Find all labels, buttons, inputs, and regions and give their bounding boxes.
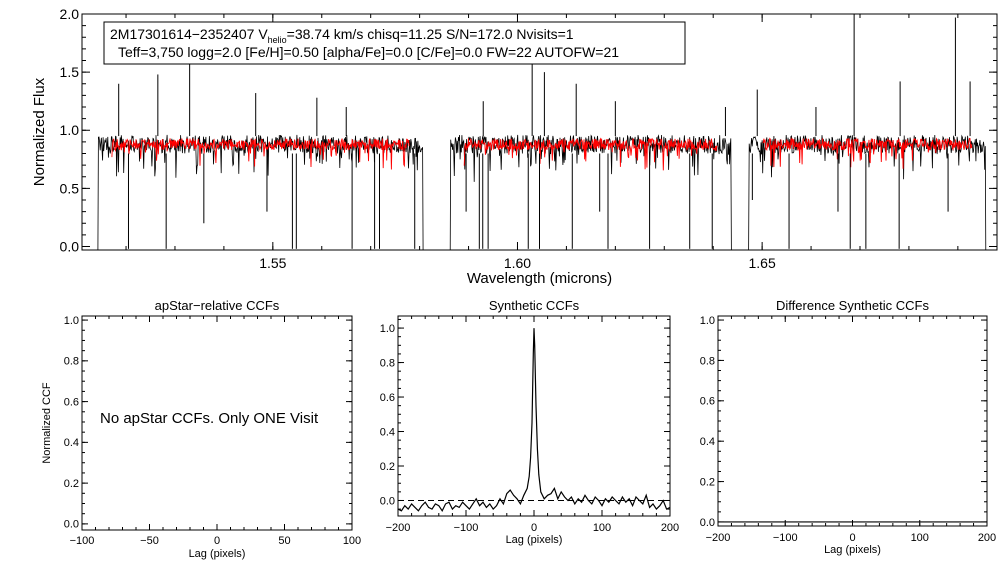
difference-frame — [717, 315, 988, 527]
annotation-vhelio-subscript: helio — [268, 35, 287, 45]
apstar-ytick-label: 1.0 — [64, 315, 79, 327]
synthetic-ccf-line — [397, 328, 671, 512]
annotation-line-1: 2M17301614−2352407 Vhelio=38.74 km/s chi… — [110, 26, 574, 45]
synthetic-xtick-label: 200 — [661, 522, 679, 534]
difference-xlabel: Lag (pixels) — [824, 544, 881, 556]
synthetic-ytick-label: 0.8 — [380, 357, 395, 369]
annotation-star-id: 2M17301614−2352407 — [110, 26, 258, 42]
difference-xtick-label: −100 — [773, 532, 798, 544]
apstar-ytick-label: 0.4 — [64, 437, 79, 449]
synthetic-ytick-label: 0.4 — [380, 426, 395, 438]
spectrum-observed-line — [97, 134, 424, 250]
spectrum-xtick-label: 1.55 — [259, 255, 286, 271]
synthetic-title: Synthetic CCFs — [489, 298, 580, 313]
difference-ytick-label: 1.0 — [700, 315, 715, 327]
apstar-ytick-label: 0.2 — [64, 478, 79, 490]
spectrum-frame — [81, 13, 998, 251]
apstar-axes: −100 −50 0 50 100 0.0 0.2 0.4 0.6 0.8 1.0 — [64, 315, 361, 547]
synthetic-ytick-label: 0.0 — [380, 495, 395, 507]
synthetic-xtick-label: −100 — [454, 522, 479, 534]
spectrum-ytick-label: 1.5 — [60, 64, 80, 80]
annotation-line-2: Teff=3,750 logg=2.0 [Fe/H]=0.50 [alpha/F… — [118, 44, 619, 60]
synthetic-xtick-label: −200 — [386, 522, 411, 534]
difference-ytick-label: 0.4 — [700, 436, 715, 448]
spectrum-observed-line — [449, 134, 732, 250]
spectrum-xtick-label: 1.60 — [504, 255, 531, 271]
apstar-xtick-label: 100 — [343, 535, 361, 547]
synthetic-xtick-label: 0 — [531, 522, 537, 534]
apstar-message: No apStar CCFs. Only ONE Visit — [100, 410, 319, 427]
synthetic-xlabel: Lag (pixels) — [506, 534, 563, 546]
spectrum-axes: 1.55 1.60 1.65 0.0 0.5 1.0 1.5 2.0 — [60, 6, 998, 271]
annotation-vhelio-value: =38.74 km/s — [287, 26, 368, 42]
difference-xtick-label: 0 — [849, 532, 855, 544]
spectrum-observed-line — [748, 134, 987, 250]
spectrum-model-line — [762, 136, 973, 169]
spectrum-model-line — [463, 137, 718, 171]
difference-ytick-label: 0.8 — [700, 355, 715, 367]
apstar-xtick-label: −100 — [70, 535, 95, 547]
difference-axes: −200 −100 0 100 200 0.0 0.2 0.4 0.6 0.8 1.0 — [700, 315, 996, 544]
synthetic-ytick-label: 0.2 — [380, 461, 395, 473]
apstar-xtick-label: −50 — [140, 535, 159, 547]
apstar-ytick-label: 0.6 — [64, 396, 79, 408]
difference-ytick-label: 0.0 — [700, 517, 715, 529]
spectrum-ytick-label: 0.0 — [60, 238, 80, 254]
spectrum-model-line — [111, 138, 410, 170]
apstar-ytick-label: 0.0 — [64, 519, 79, 531]
apstar-xlabel: Lag (pixels) — [189, 548, 246, 560]
difference-xtick-label: 200 — [978, 532, 996, 544]
spectrum-xtick-label: 1.65 — [749, 255, 776, 271]
apstar-ylabel: Normalized CCF — [41, 382, 53, 464]
spectrum-plot — [97, 14, 987, 250]
apstar-ytick-label: 0.8 — [64, 356, 79, 368]
spectrum-ytick-label: 2.0 — [60, 6, 80, 22]
synthetic-axes: −200 −100 0 100 200 0.0 0.2 0.4 0.6 0.8 1.0 — [380, 315, 679, 534]
annotation-stats: chisq=11.25 S/N=172.0 Nvisits=1 — [367, 26, 574, 42]
synthetic-ytick-label: 1.0 — [380, 323, 395, 335]
difference-ytick-label: 0.6 — [700, 396, 715, 408]
apstar-title: apStar−relative CCFs — [155, 298, 280, 313]
apstar-xtick-label: 0 — [214, 535, 220, 547]
difference-ytick-label: 0.2 — [700, 476, 715, 488]
spectrum-ytick-label: 0.5 — [60, 180, 80, 196]
difference-title: Difference Synthetic CCFs — [776, 298, 929, 313]
difference-xtick-label: 100 — [911, 532, 929, 544]
apstar-xtick-label: 50 — [278, 535, 290, 547]
spectrum-ytick-label: 1.0 — [60, 122, 80, 138]
synthetic-xtick-label: 100 — [593, 522, 611, 534]
annotation-box — [103, 21, 686, 65]
spectrum-ylabel: Normalized Flux — [31, 77, 48, 186]
spectrum-annotation: 2M17301614−2352407 Vhelio=38.74 km/s chi… — [103, 21, 686, 65]
spectrum-xlabel: Wavelength (microns) — [467, 270, 612, 287]
difference-xtick-label: −200 — [706, 532, 731, 544]
synthetic-ytick-label: 0.6 — [380, 392, 395, 404]
annotation-vhelio-label: V — [258, 26, 268, 42]
